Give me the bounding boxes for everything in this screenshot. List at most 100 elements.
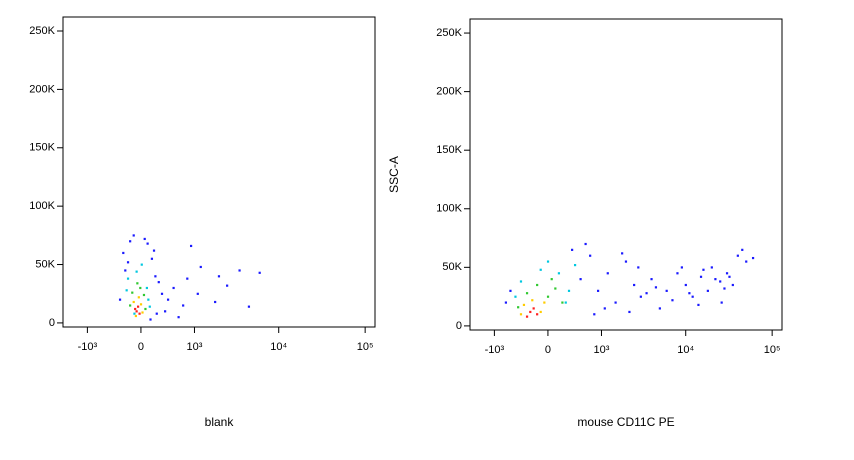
- event-dot: [150, 257, 154, 260]
- event-dot: [139, 286, 142, 290]
- event-dot: [138, 312, 141, 315]
- event-dot: [135, 270, 138, 273]
- event-dot: [561, 301, 564, 304]
- y-axis-label: SSC-A: [387, 156, 401, 193]
- event-dot: [671, 299, 674, 302]
- event-dot: [135, 310, 138, 313]
- event-dot: [628, 310, 631, 314]
- event-dot: [725, 272, 729, 275]
- event-dot: [160, 292, 164, 295]
- event-dot: [529, 310, 532, 314]
- event-dot: [217, 275, 221, 278]
- event-dot: [536, 313, 539, 316]
- event-dot: [571, 248, 574, 251]
- event-dot: [143, 237, 146, 241]
- y-tick-label: 50K: [442, 261, 462, 273]
- event-dot: [557, 272, 561, 275]
- event-dot: [603, 307, 606, 310]
- event-dot: [573, 263, 577, 267]
- event-dot: [546, 260, 550, 263]
- event-dot: [720, 301, 723, 304]
- event-dot: [519, 313, 523, 316]
- event-dot: [514, 295, 517, 298]
- event-dot: [182, 304, 185, 307]
- y-tick-label: 150K: [29, 142, 55, 154]
- event-dot: [702, 268, 705, 271]
- event-dot: [141, 311, 144, 314]
- event-dot: [723, 287, 726, 290]
- event-dot: [186, 277, 189, 280]
- event-dot: [633, 283, 636, 287]
- event-dot: [525, 292, 529, 295]
- event-dot: [126, 277, 130, 280]
- event-dot: [680, 266, 683, 269]
- event-dot: [126, 261, 130, 264]
- event-dot: [614, 301, 617, 304]
- event-dot: [596, 289, 600, 292]
- event-dot: [745, 260, 748, 263]
- event-dot: [172, 286, 175, 290]
- event-dot: [676, 272, 679, 275]
- event-dot: [139, 303, 143, 306]
- x-axis-label: blank: [205, 415, 235, 429]
- event-dot: [639, 295, 642, 298]
- event-dot: [509, 289, 512, 292]
- event-dot: [148, 305, 151, 308]
- y-tick-label: 100K: [29, 200, 55, 212]
- event-dot: [258, 271, 261, 274]
- event-dot: [132, 234, 135, 237]
- event-dot: [684, 283, 687, 287]
- x-tick-label: 10³: [594, 344, 610, 356]
- event-dot: [132, 300, 135, 304]
- x-tick-label: -10³: [78, 341, 98, 353]
- event-dot: [131, 291, 134, 294]
- event-dot: [517, 306, 520, 309]
- event-dot: [550, 278, 553, 281]
- event-dot: [564, 301, 567, 304]
- y-tick-label: 100K: [436, 203, 462, 215]
- event-dot: [645, 292, 648, 295]
- event-dot: [546, 295, 550, 298]
- event-dot: [519, 280, 523, 283]
- event-dot: [688, 292, 691, 295]
- event-dot: [145, 286, 148, 290]
- event-dot: [697, 303, 700, 307]
- plot-frame: [62, 16, 376, 328]
- y-tick-label: 200K: [29, 83, 55, 95]
- event-dot: [741, 248, 744, 251]
- x-tick-label: 10⁴: [677, 344, 694, 356]
- event-dot: [142, 293, 146, 297]
- event-dot: [621, 252, 624, 255]
- event-dot: [122, 251, 125, 255]
- event-dot: [189, 244, 193, 248]
- event-dot: [710, 266, 713, 269]
- event-dot: [177, 316, 180, 319]
- event-dot: [157, 281, 160, 284]
- y-tick-label: 200K: [436, 86, 462, 98]
- event-dot: [699, 275, 703, 278]
- event-dot: [584, 242, 587, 246]
- x-tick-label: 0: [545, 344, 551, 356]
- plot-frame: [469, 18, 783, 331]
- event-dot: [136, 282, 139, 285]
- event-dot: [155, 312, 158, 315]
- event-dot: [140, 263, 143, 266]
- event-dot: [166, 298, 170, 301]
- event-dot: [214, 300, 217, 304]
- event-dot: [144, 307, 147, 311]
- event-dot: [637, 266, 640, 269]
- event-dot: [124, 269, 127, 272]
- event-dot: [226, 284, 229, 287]
- event-dot: [137, 296, 140, 299]
- y-tick-label: 0: [456, 320, 462, 332]
- event-dot: [146, 242, 149, 245]
- event-dot: [539, 268, 542, 271]
- event-dot: [133, 312, 136, 315]
- y-tick-label: 0: [49, 317, 55, 329]
- event-dot: [567, 289, 571, 292]
- event-dot: [147, 298, 150, 301]
- event-dot: [531, 299, 534, 302]
- event-dot: [691, 295, 694, 298]
- event-dot: [154, 275, 157, 278]
